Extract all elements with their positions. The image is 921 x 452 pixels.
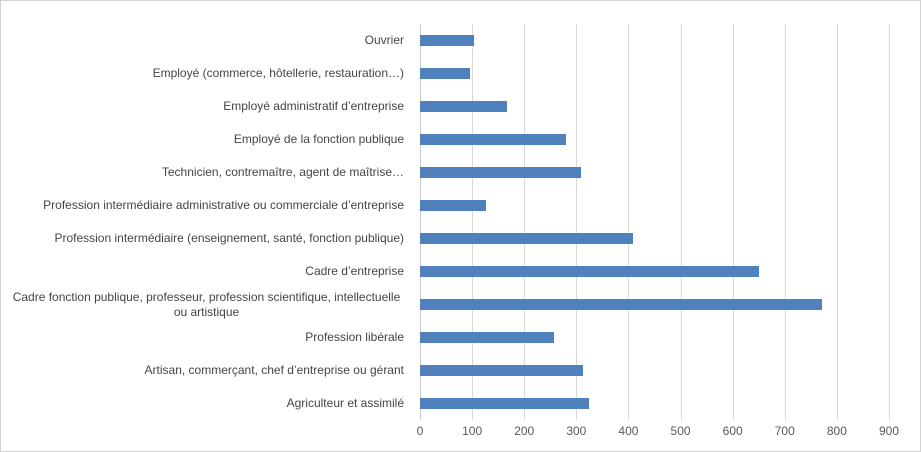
bar-row (420, 255, 889, 288)
category-label-row: Employé administratif d’entreprise (9, 90, 412, 123)
x-tick-label: 100 (462, 424, 483, 438)
category-label-row: Employé de la fonction publique (9, 123, 412, 156)
bar-row (420, 57, 889, 90)
category-label: Agriculteur et assimilé (286, 396, 404, 410)
category-label: Technicien, contremaître, agent de maîtr… (161, 165, 404, 179)
category-label-row: Ouvrier (9, 24, 412, 57)
category-label: Cadre fonction publique, professeur, pro… (12, 289, 401, 319)
bar-row (420, 123, 889, 156)
gridline (784, 24, 786, 420)
x-tick-label: 500 (670, 424, 691, 438)
category-label: Profession libérale (305, 330, 404, 344)
category-label: Artisan, commerçant, chef d’entreprise o… (144, 363, 404, 377)
gridline (472, 24, 474, 420)
bar (420, 266, 760, 277)
bar (420, 299, 823, 310)
y-axis-line (420, 24, 421, 420)
category-label-row: Cadre fonction publique, professeur, pro… (9, 288, 412, 321)
value-axis-labels: 0 100 200 300 400 500 600 700 800 900 (416, 424, 899, 440)
bar (420, 200, 487, 211)
category-label: Employé (commerce, hôtellerie, restaurat… (152, 66, 404, 80)
category-label-row: Profession intermédiaire (enseignement, … (9, 222, 412, 255)
plot-area (420, 24, 890, 420)
bar (420, 68, 470, 79)
bar-row (420, 24, 889, 57)
bar-row (420, 156, 889, 189)
gridline (524, 24, 526, 420)
x-tick-label: 400 (618, 424, 639, 438)
category-label: Employé administratif d’entreprise (223, 99, 404, 113)
x-tick-label: 800 (826, 424, 847, 438)
bar (420, 35, 475, 46)
category-label-row: Cadre d’entreprise (9, 255, 412, 288)
x-tick-label: 300 (566, 424, 587, 438)
category-label-row: Agriculteur et assimilé (9, 387, 412, 420)
category-label-row: Artisan, commerçant, chef d’entreprise o… (9, 354, 412, 387)
category-label: Profession intermédiaire (enseignement, … (54, 231, 404, 245)
bar-row (420, 387, 889, 420)
category-label: Cadre d’entreprise (305, 264, 404, 278)
bar (420, 134, 567, 145)
bar (420, 167, 581, 178)
category-label-row: Employé (commerce, hôtellerie, restaurat… (9, 57, 412, 90)
category-label-row: Profession intermédiaire administrative … (9, 189, 412, 222)
gridline (836, 24, 838, 420)
x-tick-label: 900 (878, 424, 900, 438)
bar-row (420, 354, 889, 387)
category-label-row: Profession libérale (9, 321, 412, 354)
bar-row (420, 222, 889, 255)
x-tick-label: 0 (416, 424, 424, 438)
category-label: Profession intermédiaire administrative … (43, 198, 404, 212)
category-label: Employé de la fonction publique (233, 132, 404, 146)
gridline (680, 24, 682, 420)
bar (420, 398, 590, 409)
bar-row (420, 321, 889, 354)
bar-row (420, 189, 889, 222)
category-axis-labels: Ouvrier Employé (commerce, hôtellerie, re… (9, 24, 412, 420)
gridline (732, 24, 734, 420)
gridline (628, 24, 630, 420)
bar-row (420, 288, 889, 321)
bar (420, 332, 554, 343)
category-label-row: Technicien, contremaître, agent de maîtr… (9, 156, 412, 189)
bar (420, 101, 508, 112)
x-tick-label: 700 (774, 424, 795, 438)
gridline (576, 24, 578, 420)
category-label: Ouvrier (364, 33, 404, 47)
bar-row (420, 90, 889, 123)
gridline (889, 24, 890, 420)
bar (420, 233, 633, 244)
bar (420, 365, 584, 376)
x-tick-label: 600 (722, 424, 743, 438)
x-tick-label: 200 (514, 424, 535, 438)
